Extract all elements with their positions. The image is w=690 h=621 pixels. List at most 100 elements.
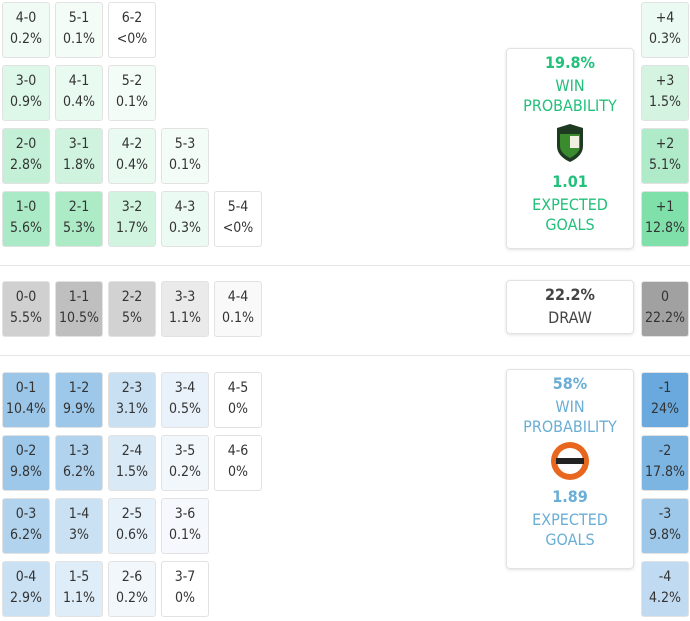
score: 1-1 [68,289,90,305]
score-cell: 0-3 6.2% [2,498,50,554]
score-cell: 1-1 10.5% [55,281,103,337]
score: 2-0 [15,136,37,152]
probability: <0% [116,31,148,47]
score-cell: 3-0 0.9% [2,65,50,121]
probability: 5.3% [63,220,95,236]
probability: 0.1% [169,527,201,543]
margin-cell: -4 4.2% [641,561,689,617]
score: 5-3 [174,136,196,152]
probability: 0% [175,590,195,606]
win-probability: 19.8% [545,53,595,72]
probability: 1.5% [116,464,148,480]
score-cell: 4-4 0.1% [214,281,262,337]
probability: 5.6% [10,220,42,236]
score: -3 [658,506,672,522]
score-cell: 1-4 3% [55,498,103,554]
probability: 6.2% [10,527,42,543]
score: 3-0 [15,73,37,89]
score: 1-3 [68,443,90,459]
probability: 1.7% [116,220,148,236]
score: 3-7 [174,569,196,585]
score-cell: 0-0 5.5% [2,281,50,337]
draw-label: DRAW [548,308,592,327]
probability: 9.8% [649,527,681,543]
score: 5-2 [121,73,143,89]
margin-cell: +4 0.3% [641,2,689,58]
score: 0-0 [15,289,37,305]
probability: 12.8% [644,220,685,236]
probability: 0.1% [116,94,148,110]
score: 5-1 [68,10,90,26]
probability: 0% [228,464,248,480]
probability: 2.9% [10,590,42,606]
expected-goals: 1.89 [552,487,588,506]
probability: 5.5% [10,310,42,326]
score-cell: 0-1 10.4% [2,372,50,428]
score-cell: 1-0 5.6% [2,191,50,247]
score-cell: 0-2 9.8% [2,435,50,491]
draw-summary: 22.2% DRAW [506,280,634,334]
probability: 0.5% [169,401,201,417]
probability: 24% [651,401,679,417]
score-cell: 4-3 0.3% [161,191,209,247]
score-cell: 0-4 2.9% [2,561,50,617]
score-cell: 5-1 0.1% [55,2,103,58]
probability: 0.3% [169,220,201,236]
score: +3 [655,73,675,89]
score: 3-1 [68,136,90,152]
margin-cell: 0 22.2% [641,281,689,337]
probability: 0.2% [10,31,42,47]
score: +1 [655,199,675,215]
score: 2-2 [121,289,143,305]
probability: 1.1% [169,310,201,326]
score: 5-4 [227,199,249,215]
score: 1-0 [15,199,37,215]
probability: 5% [122,310,142,326]
score: 2-1 [68,199,90,215]
score-cell: 4-6 0% [214,435,262,491]
probability: 1.8% [63,157,95,173]
probability: 1.5% [649,94,681,110]
score-cell: 2-2 5% [108,281,156,337]
score-cell: 3-1 1.8% [55,128,103,184]
score-cell: 3-4 0.5% [161,372,209,428]
score-cell: 3-7 0% [161,561,209,617]
probability: 0.9% [10,94,42,110]
probability: 0.4% [63,94,95,110]
score-cell: 6-2 <0% [108,2,156,58]
probability: 0.1% [63,31,95,47]
score: 1-5 [68,569,90,585]
probability: 0.3% [649,31,681,47]
score: 1-4 [68,506,90,522]
score-cell: 1-2 9.9% [55,372,103,428]
margin-cell: +3 1.5% [641,65,689,121]
score: 4-1 [68,73,90,89]
score: 6-2 [121,10,143,26]
probability: 22.2% [644,310,685,326]
away-summary: 58% WIN PROBABILITY 1.89 EXPECTED GOALS [506,369,634,569]
home-logo [557,124,583,162]
score-cell: 3-6 0.1% [161,498,209,554]
probability: 0.2% [116,590,148,606]
score-cell: 4-2 0.4% [108,128,156,184]
margin-cell: +2 5.1% [641,128,689,184]
score: 0-1 [15,380,37,396]
probability: 6.2% [63,464,95,480]
probability: 2.8% [10,157,42,173]
probability: 10.5% [58,310,99,326]
divider [0,355,690,356]
score-cell: 5-3 0.1% [161,128,209,184]
probability: 1.1% [63,590,95,606]
probability: 3% [69,527,89,543]
score-cell: 1-5 1.1% [55,561,103,617]
score: 2-4 [121,443,143,459]
score-cell: 2-1 5.3% [55,191,103,247]
score-cell: 2-6 0.2% [108,561,156,617]
win-label: WIN PROBABILITY [523,397,617,436]
probability: 4.2% [649,590,681,606]
margin-cell: -2 17.8% [641,435,689,491]
probability: 9.8% [10,464,42,480]
probability: 0.1% [222,310,254,326]
score: -2 [658,443,672,459]
score-cell: 3-3 1.1% [161,281,209,337]
